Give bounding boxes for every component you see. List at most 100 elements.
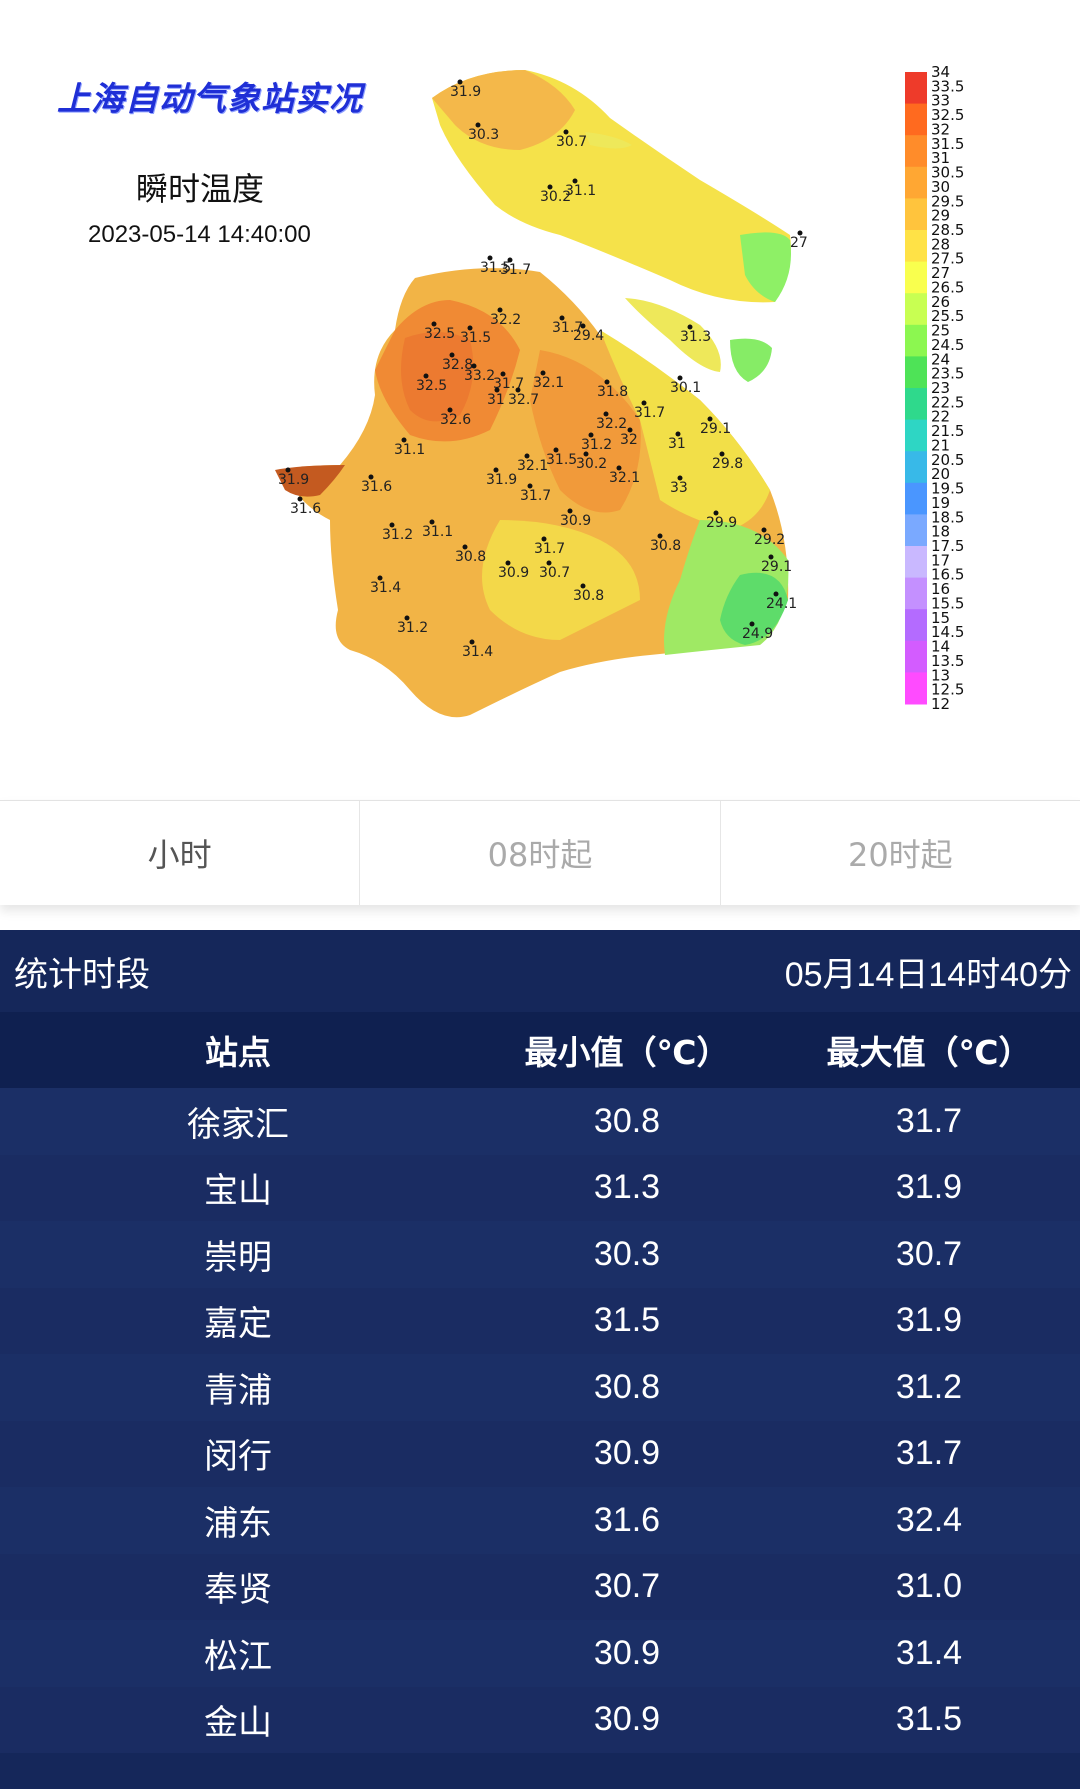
legend-swatch — [905, 230, 927, 263]
legend-label: 24.5 — [931, 336, 964, 354]
legend-label: 21 — [931, 436, 950, 454]
legend-swatch — [905, 640, 927, 673]
station-dot — [457, 79, 463, 85]
station-value: 32.1 — [609, 470, 640, 486]
tab-hourly[interactable]: 小时 — [0, 801, 361, 905]
legend-label: 15.5 — [931, 594, 964, 612]
legend-swatch — [905, 293, 927, 326]
legend-label: 33 — [931, 92, 950, 110]
station-dot — [431, 321, 437, 327]
station-value: 29.1 — [700, 421, 731, 437]
min-value: 30.9 — [593, 1633, 661, 1672]
stats-period-bar: 统计时段 05月14日14时40分 — [0, 930, 1080, 1012]
min-value: 31.6 — [593, 1500, 661, 1539]
temperature-map: 3433.53332.53231.53130.53029.52928.52827… — [275, 63, 964, 718]
station-dot — [719, 451, 725, 457]
station-dot — [768, 554, 774, 560]
station-dot — [541, 536, 547, 542]
max-value: 31.9 — [895, 1168, 963, 1207]
station-dot — [761, 527, 767, 533]
station-value: 30.7 — [539, 565, 570, 581]
station-value: 31.6 — [290, 501, 321, 517]
station-value: 30.3 — [468, 127, 499, 143]
station-value: 31.4 — [370, 580, 401, 596]
station-value: 30.8 — [455, 549, 486, 565]
station-value: 32.6 — [440, 412, 471, 428]
legend-label: 30.5 — [931, 164, 964, 182]
tab-since-20[interactable]: 20时起 — [847, 836, 953, 874]
station-dot — [500, 371, 506, 377]
station-value: 32.5 — [424, 326, 455, 342]
station-value: 32.1 — [533, 375, 564, 391]
col-max: 最大值（℃） — [826, 1033, 1032, 1072]
station-dot — [616, 465, 622, 471]
table-row: 松江 30.9 31.4 — [0, 1620, 1080, 1687]
station-value: 24.9 — [742, 626, 773, 642]
legend-label: 18.5 — [931, 508, 964, 526]
legend-label: 31 — [931, 149, 950, 167]
station-value: 31.6 — [361, 479, 392, 495]
station-value: 31.2 — [397, 620, 428, 636]
station-value: 30.9 — [560, 513, 591, 529]
min-value: 30.9 — [593, 1434, 661, 1473]
station-dot — [677, 375, 683, 381]
legend-label: 12 — [931, 695, 950, 713]
station-value: 32.5 — [416, 378, 447, 394]
station-dot — [677, 475, 683, 481]
station-value: 32 — [620, 432, 638, 448]
station-value: 29.1 — [761, 559, 792, 575]
station-value: 32.2 — [490, 312, 521, 328]
station-value: 29.9 — [706, 515, 737, 531]
station-dot — [447, 407, 453, 413]
legend-swatch — [905, 324, 927, 357]
station-value: 31.9 — [486, 472, 517, 488]
station-dot — [547, 184, 553, 190]
period-value: 05月14日14时40分 — [784, 955, 1072, 994]
max-value: 32.4 — [895, 1500, 963, 1539]
table-row: 金山 30.9 31.5 — [0, 1686, 1080, 1753]
station-dot — [604, 379, 610, 385]
legend-label: 32.5 — [931, 106, 964, 124]
station-dot — [467, 325, 473, 331]
station-value: 31.8 — [597, 384, 628, 400]
station-dot — [469, 639, 475, 645]
station-name: 崇明 — [204, 1237, 272, 1278]
station-value: 30.1 — [670, 380, 701, 396]
map-title: 上海自动气象站实况 — [57, 79, 363, 118]
table-row: 崇明 30.3 30.7 — [0, 1221, 1080, 1288]
station-dot — [580, 583, 586, 589]
table-row: 闵行 30.9 31.7 — [0, 1420, 1080, 1487]
station-name: 嘉定 — [204, 1304, 272, 1345]
map-subtitle: 瞬时温度 — [136, 170, 265, 208]
period-tabs: 小时 08时起 20时起 — [0, 800, 1080, 905]
station-value: 30.8 — [650, 538, 681, 554]
station-dot — [603, 411, 609, 417]
legend-label: 28.5 — [931, 221, 964, 239]
station-value: 31.4 — [462, 644, 493, 660]
legend-label: 28 — [931, 235, 950, 253]
legend-swatch — [905, 166, 927, 199]
station-dot — [657, 533, 663, 539]
station-dot — [567, 508, 573, 514]
tab-since-08[interactable]: 08时起 — [360, 801, 721, 905]
max-value: 31.9 — [895, 1301, 963, 1340]
color-legend: 3433.53332.53231.53130.53029.52928.52827… — [905, 63, 964, 713]
station-dot — [553, 447, 559, 453]
legend-swatch — [905, 388, 927, 421]
station-dot — [429, 519, 435, 525]
legend-label: 23 — [931, 379, 950, 397]
station-dot — [580, 323, 586, 329]
legend-swatch — [905, 546, 927, 579]
legend-label: 21.5 — [931, 422, 964, 440]
station-dot — [449, 352, 455, 358]
station-dot — [515, 387, 521, 393]
legend-label: 23.5 — [931, 365, 964, 383]
station-dot — [475, 122, 481, 128]
min-value: 30.3 — [593, 1234, 661, 1273]
legend-swatch — [905, 72, 927, 105]
max-value: 31.7 — [895, 1434, 963, 1473]
legend-label: 17.5 — [931, 537, 964, 555]
station-value: 31.3 — [680, 329, 711, 345]
station-value: 31.2 — [581, 437, 612, 453]
min-value: 31.3 — [593, 1168, 661, 1207]
